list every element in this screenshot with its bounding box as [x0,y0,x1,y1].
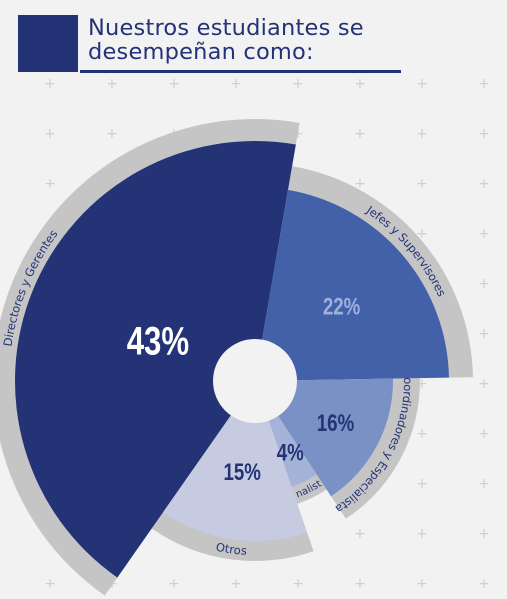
slice-jefes-y-supervisores [255,189,449,381]
pattern-plus-2: + [168,76,180,92]
pattern-plus-70: + [416,476,428,492]
donut-hole [213,339,297,423]
pattern-plus-71: + [478,476,490,492]
pattern-plus-47: + [478,326,490,342]
pattern-plus-86: + [416,576,428,592]
ring-analista [290,472,327,504]
pattern-plus-23: + [478,176,490,192]
ring-otros [151,510,314,561]
pattern-plus-84: + [292,576,304,592]
pattern-plus-78: + [416,526,428,542]
pattern-plus-62: + [416,426,428,442]
value-label-jefes-y-supervisores: 22% [323,293,360,320]
pattern-plus-7: + [478,76,490,92]
pattern-plus-1: + [106,76,118,92]
page-title: Nuestros estudiantes se desempeñan como: [88,15,364,65]
pattern-plus-82: + [168,576,180,592]
category-label-otros: Otros [215,540,248,558]
title-underline [80,70,401,73]
header-accent-block [18,15,78,72]
pattern-plus-15: + [478,126,490,142]
pattern-plus-63: + [478,426,490,442]
pattern-plus-6: + [416,76,428,92]
pattern-plus-31: + [478,226,490,242]
pattern-plus-39: + [478,276,490,292]
pattern-plus-87: + [478,576,490,592]
pattern-plus-8: + [44,126,56,142]
pattern-plus-5: + [354,76,366,92]
pattern-plus-9: + [106,126,118,142]
slice-coordinadores-y-especialistas [255,378,393,497]
pattern-plus-12: + [292,126,304,142]
value-label-analista: 4% [277,439,304,466]
chart-slices [14,141,449,578]
value-label-otros: 15% [223,459,260,486]
pattern-plus-54: + [416,376,428,392]
pattern-plus-21: + [354,176,366,192]
pattern-plus-80: + [44,576,56,592]
pattern-plus-30: + [416,226,428,242]
pattern-plus-3: + [230,76,242,92]
value-label-directores-y-gerentes: 43% [127,319,189,364]
value-label-coordinadores-y-especialistas: 16% [317,410,354,437]
pattern-plus-14: + [416,126,428,142]
slice-directores-y-gerentes [14,141,296,578]
pattern-plus-55: + [478,376,490,392]
pattern-plus-22: + [416,176,428,192]
pattern-plus-0: + [44,76,56,92]
ring-jefes-y-supervisores [287,166,473,378]
slice-otros [163,381,308,541]
pattern-plus-77: + [354,526,366,542]
pattern-plus-85: + [354,576,366,592]
pattern-plus-79: + [478,526,490,542]
pattern-plus-83: + [230,576,242,592]
pattern-plus-16: + [44,176,56,192]
pattern-plus-4: + [292,76,304,92]
pattern-plus-13: + [354,126,366,142]
